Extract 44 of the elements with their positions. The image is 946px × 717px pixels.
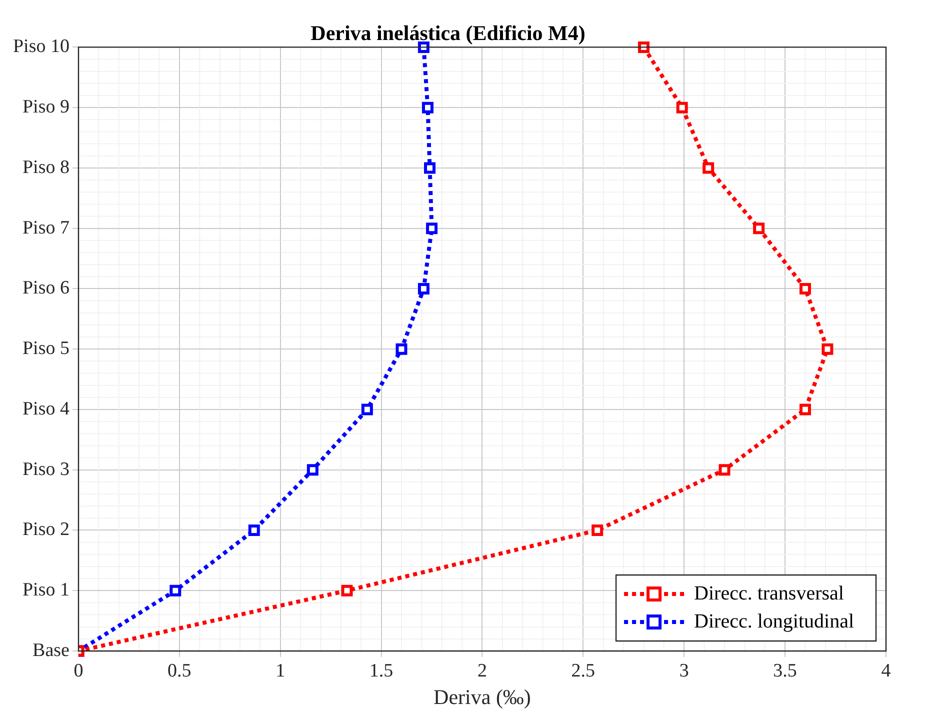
point — [422, 102, 434, 114]
point — [753, 222, 765, 234]
point — [702, 162, 714, 174]
chart-title: Deriva inelástica (Edificio M4) — [310, 21, 586, 46]
x-tick-label: 2.5 — [571, 660, 596, 682]
point — [248, 524, 260, 536]
x-tick-label: 1.5 — [369, 660, 394, 682]
point — [592, 524, 604, 536]
point — [396, 343, 408, 355]
y-tick-label: Piso 8 — [22, 156, 70, 178]
point — [718, 464, 730, 476]
point — [418, 282, 430, 294]
x-tick-label: 0.5 — [168, 660, 192, 682]
y-tick-label: Base — [32, 640, 70, 661]
point — [822, 343, 834, 355]
y-tick-label: Piso 2 — [22, 519, 70, 540]
point — [306, 464, 318, 476]
point — [426, 222, 438, 234]
y-tick-label: Piso 10 — [12, 36, 70, 58]
legend-label: Direcc. transversal — [694, 582, 844, 604]
y-tick-label: Piso 7 — [22, 217, 70, 238]
point — [341, 584, 353, 596]
x-tick-label: 3 — [679, 660, 689, 682]
point — [800, 404, 811, 416]
y-tick-label: Piso 1 — [22, 580, 70, 601]
point — [361, 404, 373, 416]
point — [418, 41, 430, 53]
point — [424, 162, 436, 174]
x-tick-label: 0 — [74, 660, 84, 682]
point — [638, 41, 650, 53]
y-tick-label: Piso 9 — [22, 96, 70, 118]
x-tick-label: 1 — [276, 660, 286, 682]
x-tick-label: 2 — [477, 660, 487, 682]
y-tick-label: Piso 4 — [22, 398, 70, 420]
legend-label: Direcc. longitudinal — [694, 610, 854, 632]
y-tick-label: Piso 3 — [22, 458, 70, 480]
point — [800, 282, 811, 294]
y-tick-label: Piso 5 — [22, 338, 70, 360]
point — [170, 584, 182, 596]
x-tick-label: 3.5 — [773, 660, 797, 682]
point — [676, 102, 688, 114]
x-axis-title: Deriva (‰) — [434, 684, 531, 709]
x-tick-label: 4 — [881, 660, 892, 682]
y-tick-label: Piso 6 — [22, 278, 70, 299]
